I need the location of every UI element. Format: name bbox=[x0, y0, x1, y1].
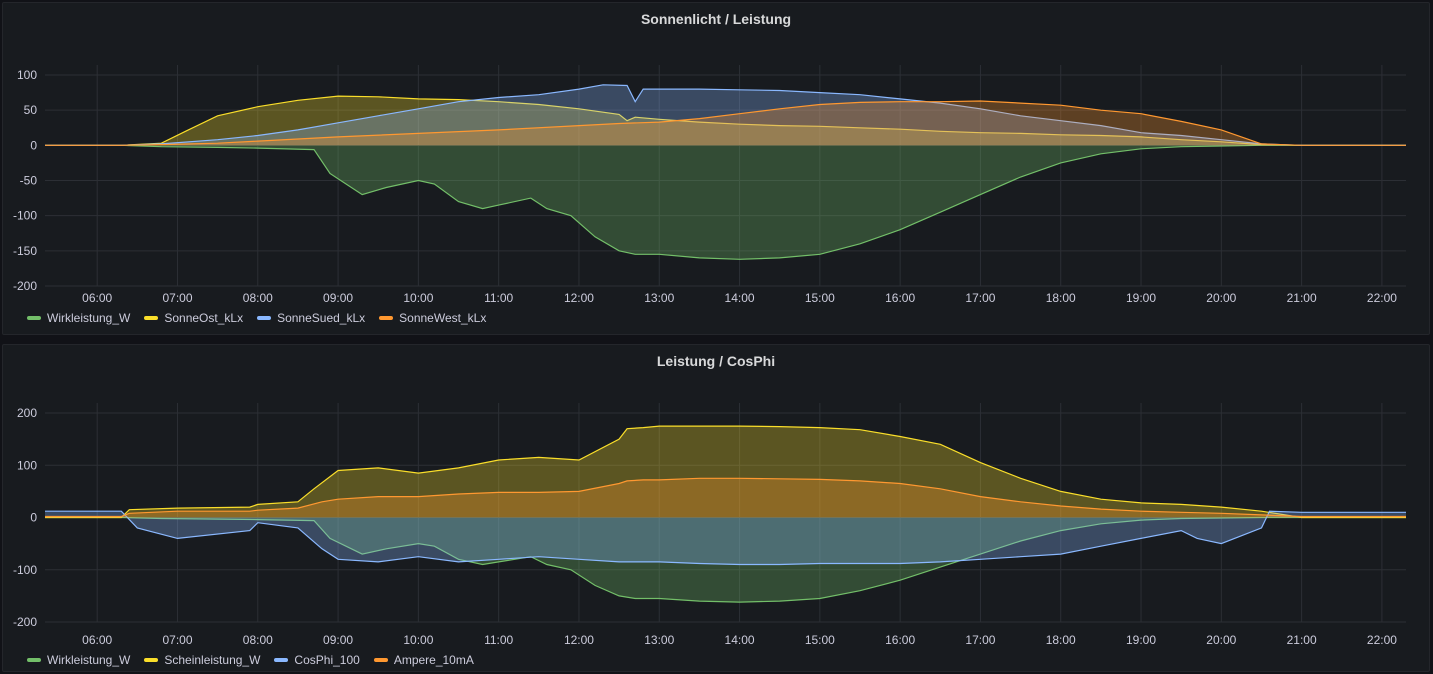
x-tick-label: 20:00 bbox=[1206, 633, 1236, 645]
y-tick-label: 200 bbox=[17, 406, 37, 420]
legend-swatch bbox=[257, 316, 272, 320]
chart-sonnenlicht[interactable]: 100 50 0 -50 -100 -150 -200 06:00 07:00 08:00 09:0… bbox=[3, 3, 1431, 303]
x-tick-label: 07:00 bbox=[162, 633, 192, 645]
y-tick-label: 50 bbox=[24, 103, 38, 117]
x-tick-label: 13:00 bbox=[644, 633, 674, 645]
x-tick-label: 06:00 bbox=[82, 633, 112, 645]
y-tick-label: 100 bbox=[17, 458, 37, 472]
legend-item[interactable]: Wirkleistung_W bbox=[27, 653, 130, 667]
series-line-SonneWest_kLx bbox=[45, 100, 1406, 146]
legend-item[interactable]: SonneSued_kLx bbox=[257, 311, 365, 325]
series-area-Wirkleistung_W bbox=[45, 145, 1406, 260]
legend-swatch bbox=[27, 316, 41, 320]
legend-label: SonneWest_kLx bbox=[399, 311, 487, 325]
legend-item[interactable]: SonneWest_kLx bbox=[379, 311, 486, 325]
x-tick-label: 11:00 bbox=[484, 291, 513, 303]
x-tick-label: 18:00 bbox=[1046, 291, 1076, 303]
x-tick-label: 09:00 bbox=[323, 291, 353, 303]
legend-label: Ampere_10mA bbox=[393, 653, 474, 667]
panel-sonnenlicht: Sonnenlicht / Leistung 100 50 0 -50 -100 -150… bbox=[2, 2, 1430, 335]
series-line-Ampere_10mA bbox=[45, 477, 1406, 518]
legend-label: CosPhi_100 bbox=[294, 653, 360, 667]
series-line-Wirkleistung_W bbox=[45, 144, 1406, 260]
x-tick-label: 13:00 bbox=[644, 291, 674, 303]
legend: Wirkleistung_W SonneOst_kLx SonneSued_kLx S… bbox=[27, 311, 486, 325]
legend-label: Wirkleistung_W bbox=[47, 311, 131, 325]
y-tick-label: -200 bbox=[13, 615, 37, 629]
legend-item[interactable]: Ampere_10mA bbox=[373, 653, 474, 667]
series-line-Scheinleistung_W bbox=[45, 425, 1406, 519]
y-tick-label: 0 bbox=[30, 511, 37, 525]
x-tick-label: 18:00 bbox=[1046, 633, 1076, 645]
panel-leistung-cosphi: Leistung / CosPhi 200 100 0 -100 -200 06:00 07… bbox=[2, 344, 1430, 672]
legend-swatch bbox=[27, 658, 41, 662]
series-line-SonneOst_kLx bbox=[45, 95, 1406, 146]
panel-title: Leistung / CosPhi bbox=[656, 353, 776, 369]
legend-swatch bbox=[373, 658, 388, 662]
x-tick-label: 11:00 bbox=[484, 633, 513, 645]
series-area-SonneWest_kLx bbox=[45, 101, 1406, 146]
x-tick-label: 21:00 bbox=[1287, 633, 1317, 645]
y-tick-label: 100 bbox=[17, 68, 37, 82]
x-tick-label: 14:00 bbox=[725, 291, 755, 303]
legend-swatch bbox=[274, 658, 289, 662]
legend: Wirkleistung_W Scheinleistung_W CosPhi_100… bbox=[27, 653, 474, 667]
y-tick-label: -150 bbox=[13, 244, 37, 258]
series-area-CosPhi_100 bbox=[45, 511, 1406, 565]
x-tick-label: 16:00 bbox=[885, 291, 915, 303]
x-tick-label: 15:00 bbox=[805, 291, 835, 303]
x-tick-label: 21:00 bbox=[1287, 291, 1317, 303]
legend-label: SonneOst_kLx bbox=[164, 311, 244, 325]
x-tick-label: 15:00 bbox=[805, 633, 835, 645]
legend-label: Scheinleistung_W bbox=[164, 653, 261, 667]
chart-leistung-cosphi[interactable]: 200 100 0 -100 -200 06:00 07:00 08:00 09:00 10:00… bbox=[3, 345, 1431, 645]
x-tick-label: 10:00 bbox=[403, 291, 433, 303]
x-tick-label: 10:00 bbox=[403, 633, 433, 645]
y-tick-label: -100 bbox=[13, 209, 37, 223]
x-tick-label: 12:00 bbox=[564, 633, 594, 645]
series-line-SonneSued_kLx bbox=[45, 84, 1406, 146]
x-tick-label: 20:00 bbox=[1206, 291, 1236, 303]
series-line-Wirkleistung_W bbox=[45, 516, 1406, 603]
y-tick-label: -50 bbox=[20, 174, 38, 188]
y-tick-label: -100 bbox=[13, 563, 37, 577]
legend-swatch bbox=[379, 316, 394, 320]
x-tick-label: 17:00 bbox=[965, 291, 995, 303]
legend-swatch bbox=[144, 316, 159, 320]
x-tick-label: 08:00 bbox=[243, 291, 273, 303]
panel-title: Sonnenlicht / Leistung bbox=[640, 11, 792, 27]
series-line-CosPhi_100 bbox=[45, 510, 1406, 566]
legend-label: SonneSued_kLx bbox=[277, 311, 366, 325]
legend-item[interactable]: SonneOst_kLx bbox=[144, 311, 243, 325]
x-tick-label: 22:00 bbox=[1367, 633, 1397, 645]
legend-swatch bbox=[144, 658, 159, 662]
x-tick-label: 09:00 bbox=[323, 633, 353, 645]
x-tick-label: 16:00 bbox=[885, 633, 915, 645]
series-area-Ampere_10mA bbox=[45, 478, 1406, 518]
series-area-SonneOst_kLx bbox=[45, 96, 1406, 146]
x-tick-label: 19:00 bbox=[1126, 291, 1156, 303]
series-area-Scheinleistung_W bbox=[45, 426, 1406, 518]
x-tick-label: 14:00 bbox=[725, 633, 755, 645]
x-tick-label: 08:00 bbox=[243, 633, 273, 645]
x-tick-label: 06:00 bbox=[82, 291, 112, 303]
y-tick-label: 0 bbox=[30, 138, 37, 152]
legend-item[interactable]: Scheinleistung_W bbox=[144, 653, 260, 667]
y-tick-label: -200 bbox=[13, 279, 37, 293]
legend-item[interactable]: CosPhi_100 bbox=[274, 653, 360, 667]
x-tick-label: 12:00 bbox=[564, 291, 594, 303]
x-tick-label: 17:00 bbox=[965, 633, 995, 645]
legend-item[interactable]: Wirkleistung_W bbox=[27, 311, 130, 325]
series-area-Wirkleistung_W bbox=[45, 517, 1406, 603]
x-tick-label: 19:00 bbox=[1126, 633, 1156, 645]
legend-label: Wirkleistung_W bbox=[47, 653, 131, 667]
x-tick-label: 07:00 bbox=[162, 291, 192, 303]
x-tick-label: 22:00 bbox=[1367, 291, 1397, 303]
